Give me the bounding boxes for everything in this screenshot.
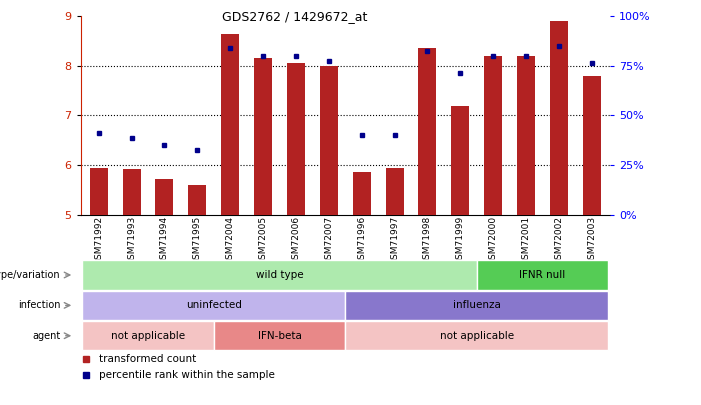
Bar — [254, 58, 272, 215]
Text: influenza: influenza — [453, 301, 501, 310]
Text: wild type: wild type — [256, 270, 304, 280]
Bar — [287, 63, 305, 215]
Bar — [386, 168, 404, 215]
Bar — [82, 260, 477, 290]
Bar — [477, 260, 608, 290]
Bar — [214, 321, 346, 350]
Bar — [82, 321, 214, 350]
Text: infection: infection — [18, 301, 60, 310]
Bar — [221, 34, 239, 215]
Text: IFN-beta: IFN-beta — [257, 331, 301, 341]
Text: GDS2762 / 1429672_at: GDS2762 / 1429672_at — [222, 10, 367, 23]
Bar — [123, 169, 141, 215]
Text: uninfected: uninfected — [186, 301, 242, 310]
Bar — [517, 56, 535, 215]
Bar — [346, 321, 608, 350]
Bar — [353, 173, 371, 215]
Text: not applicable: not applicable — [111, 331, 185, 341]
Bar — [418, 49, 437, 215]
Bar — [320, 66, 338, 215]
Bar — [189, 185, 206, 215]
Text: transformed count: transformed count — [99, 354, 196, 364]
Bar — [451, 106, 470, 215]
Text: IFNR null: IFNR null — [519, 270, 566, 280]
Text: genotype/variation: genotype/variation — [0, 270, 60, 280]
Text: not applicable: not applicable — [440, 331, 514, 341]
Bar — [82, 291, 346, 320]
Bar — [90, 168, 108, 215]
Bar — [484, 56, 502, 215]
Bar — [550, 21, 568, 215]
Text: agent: agent — [32, 331, 60, 341]
Bar — [346, 291, 608, 320]
Bar — [156, 179, 173, 215]
Text: percentile rank within the sample: percentile rank within the sample — [99, 370, 275, 380]
Bar — [583, 76, 601, 215]
